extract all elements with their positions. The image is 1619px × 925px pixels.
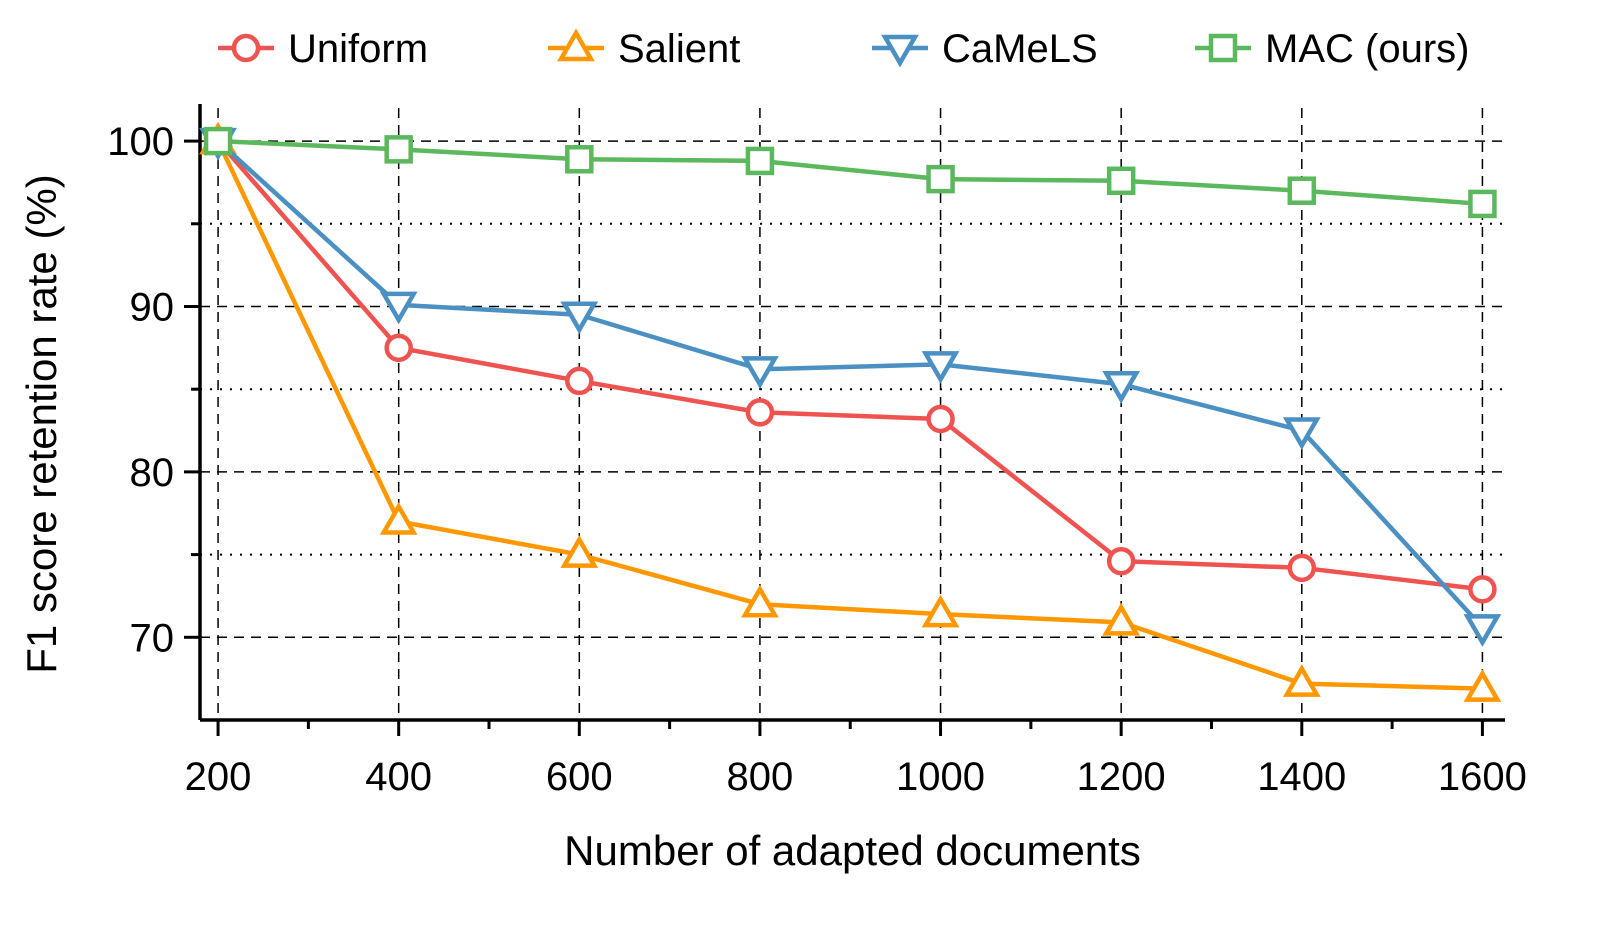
legend-marker [557, 28, 595, 62]
data-point-mac-ours [926, 164, 955, 194]
y-tick-label: 80 [130, 451, 175, 495]
x-tick-label: 1000 [896, 755, 985, 799]
data-point-salient [1282, 664, 1321, 697]
data-point-mac-ours [745, 146, 775, 176]
data-point-camels [741, 356, 779, 389]
data-point-camels [1463, 614, 1502, 647]
data-point-uniform [565, 366, 594, 396]
x-tick-label: 200 [185, 755, 252, 799]
data-point-uniform [384, 333, 413, 363]
series-line-mac-ours [217, 138, 1483, 207]
data-point-mac-ours [203, 126, 233, 156]
data-point-salient [741, 584, 779, 618]
series-line-camels [216, 139, 1485, 629]
x-tick-label: 400 [365, 755, 432, 799]
y-tick-label: 70 [130, 616, 175, 660]
legend-item-uniform: Uniform [218, 27, 428, 71]
x-tick-label: 1400 [1257, 755, 1346, 799]
legend-marker [881, 34, 919, 68]
series-layer [199, 121, 1502, 702]
data-point-camels [1282, 417, 1321, 451]
data-point-mac-ours [565, 145, 594, 174]
x-axis-title: Number of adapted documents [564, 827, 1141, 874]
x-tick-label: 1600 [1438, 755, 1527, 799]
legend-item-mac-ours: MAC (ours) [1195, 27, 1469, 71]
series-line-salient [216, 140, 1483, 691]
data-point-camels [1102, 370, 1141, 404]
data-point-salient [1463, 669, 1502, 702]
y-tick-label: 100 [107, 120, 174, 164]
x-tick-label: 600 [546, 755, 613, 799]
data-point-salient [1102, 602, 1141, 636]
legend-label: CaMeLS [942, 27, 1098, 71]
data-point-mac-ours [1106, 166, 1136, 196]
data-point-camels [921, 351, 960, 384]
data-point-salient [921, 594, 960, 628]
series-salient [199, 121, 1502, 702]
data-point-uniform [745, 398, 775, 427]
data-point-uniform [1287, 553, 1317, 583]
data-point-camels [379, 291, 418, 325]
data-point-salient [560, 535, 599, 568]
legend-label: Salient [618, 27, 740, 71]
legend: Uniform Salient CaMeLS MAC (ours) [218, 27, 1469, 71]
data-point-uniform [1468, 575, 1497, 604]
y-tick-label: 90 [130, 285, 175, 329]
data-point-uniform [926, 404, 955, 434]
series-line-uniform [216, 139, 1483, 592]
legend-label: MAC (ours) [1265, 27, 1469, 71]
data-point-mac-ours [384, 135, 413, 164]
y-axis-title: F1 score retention rate (%) [18, 174, 65, 674]
legend-marker [1208, 33, 1238, 63]
series-uniform [203, 126, 1497, 604]
legend-item-salient: Salient [548, 27, 740, 71]
data-point-salient [379, 502, 418, 535]
legend-item-camels: CaMeLS [872, 27, 1098, 71]
series-mac-ours [203, 126, 1497, 219]
x-tick-label: 1200 [1077, 755, 1166, 799]
data-point-mac-ours [1468, 189, 1497, 219]
axes: 200 400 600 800 1000 1200 1400 1600 70 80 90 100 [107, 104, 1527, 799]
legend-label: Uniform [288, 27, 428, 71]
data-point-mac-ours [1287, 176, 1317, 205]
legend-marker [231, 33, 261, 63]
data-point-uniform [1106, 546, 1136, 576]
x-tick-label: 800 [727, 755, 794, 799]
data-point-camels [560, 301, 599, 335]
